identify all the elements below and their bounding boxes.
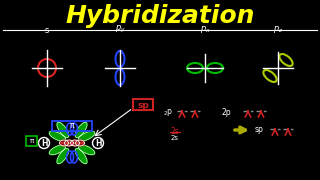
Text: sp: sp (137, 100, 149, 109)
Ellipse shape (65, 140, 74, 146)
Text: π: π (70, 122, 74, 130)
Ellipse shape (57, 148, 69, 164)
Ellipse shape (76, 140, 84, 146)
Text: $p_x$: $p_x$ (200, 24, 211, 35)
Ellipse shape (75, 122, 87, 138)
Text: 2s: 2s (171, 135, 179, 141)
Text: s: s (45, 26, 49, 35)
Text: 2s: 2s (171, 127, 180, 136)
Text: π: π (30, 138, 34, 144)
Ellipse shape (57, 122, 69, 138)
Text: $p_z$: $p_z$ (273, 24, 283, 35)
Text: $p_y$: $p_y$ (115, 24, 125, 35)
Ellipse shape (78, 145, 95, 155)
Text: 2p: 2p (222, 107, 232, 116)
Text: H: H (95, 138, 101, 147)
Ellipse shape (75, 148, 87, 164)
Ellipse shape (78, 131, 95, 141)
Ellipse shape (49, 131, 66, 141)
Ellipse shape (70, 140, 79, 146)
Ellipse shape (49, 145, 66, 155)
Ellipse shape (60, 140, 68, 146)
Text: sp: sp (255, 125, 264, 134)
Text: Hybridization: Hybridization (65, 4, 255, 28)
Text: H: H (41, 138, 47, 147)
Text: $_{2}$p: $_{2}$p (163, 107, 173, 118)
